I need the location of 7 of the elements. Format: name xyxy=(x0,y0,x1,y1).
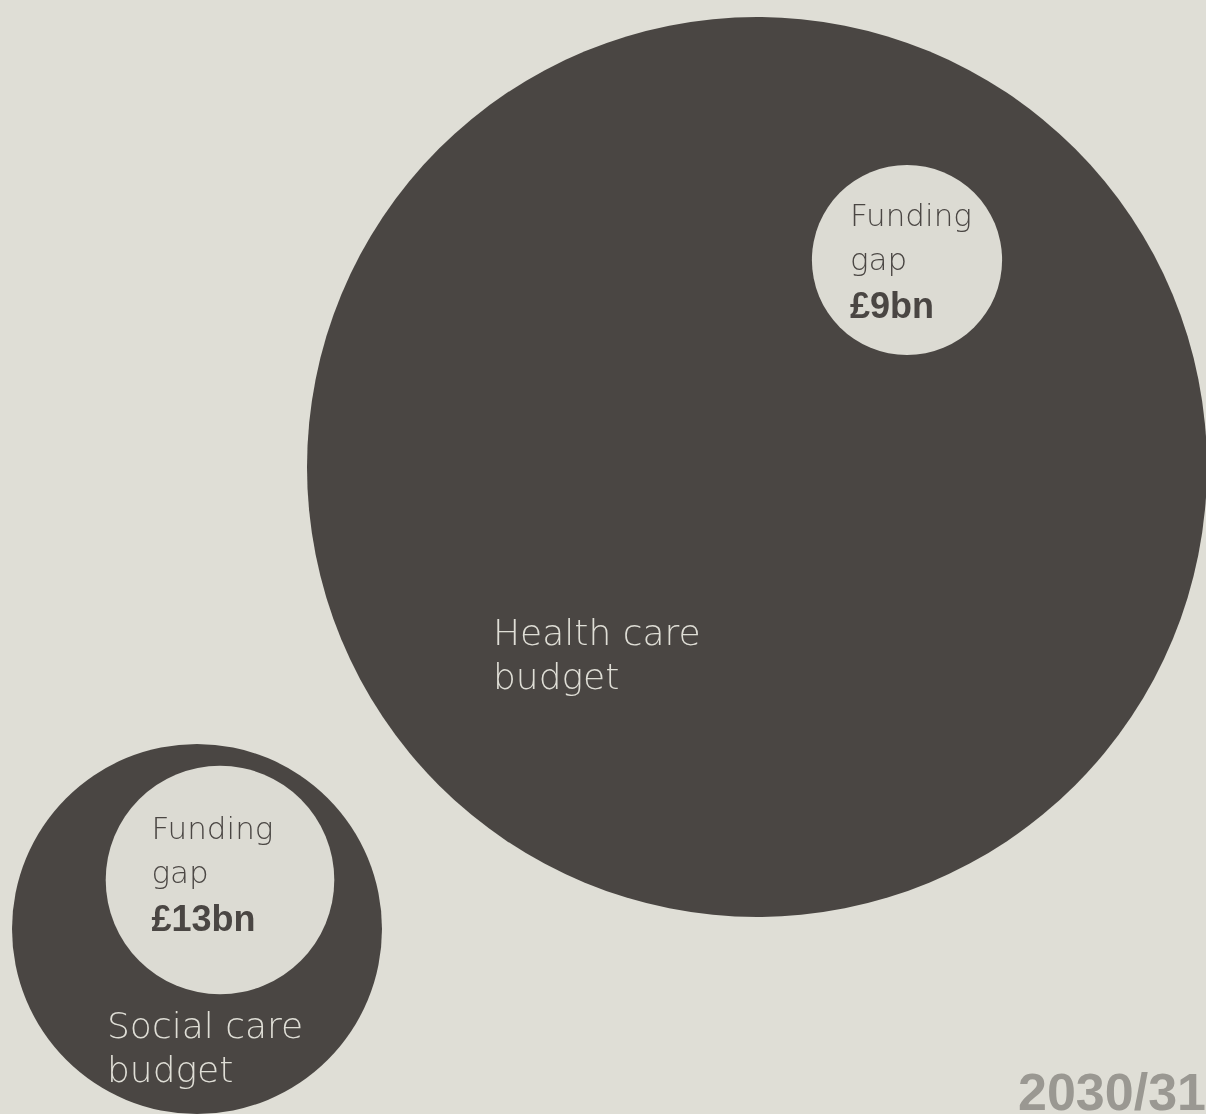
data-label: £9bn xyxy=(849,284,934,326)
text: Social care budget xyxy=(107,1005,304,1090)
data-label: £13bn xyxy=(151,897,256,939)
text: 2030/31 xyxy=(1018,1063,1206,1114)
text: Funding gap xyxy=(151,809,274,890)
text: Health care budget xyxy=(493,612,701,697)
text: Funding gap xyxy=(849,196,972,277)
